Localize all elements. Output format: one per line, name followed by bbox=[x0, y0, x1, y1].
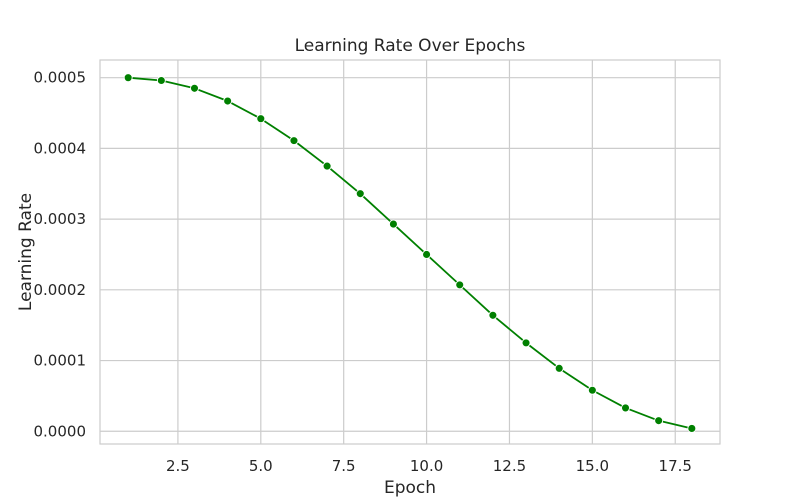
data-point bbox=[488, 310, 498, 320]
data-point bbox=[621, 403, 630, 413]
data-point bbox=[256, 114, 266, 124]
data-point bbox=[554, 363, 564, 373]
x-axis-tick-labels: 2.5 5.0 7.5 10.0 12.5 15.0 17.5 bbox=[166, 457, 692, 475]
data-point bbox=[123, 73, 133, 83]
series-layer bbox=[123, 73, 697, 433]
y-tick-label: 0.0002 bbox=[34, 281, 87, 299]
y-tick-label: 0.0005 bbox=[34, 69, 87, 87]
data-point bbox=[156, 76, 166, 85]
data-point bbox=[687, 423, 697, 433]
data-point bbox=[521, 338, 531, 348]
grid-lines bbox=[100, 60, 720, 444]
y-tick-label: 0.0004 bbox=[34, 139, 87, 157]
x-tick-label: 12.5 bbox=[493, 457, 526, 475]
x-tick-label: 5.0 bbox=[249, 457, 273, 475]
data-point bbox=[190, 83, 199, 93]
x-tick-label: 17.5 bbox=[659, 457, 692, 475]
y-axis-title: Learning Rate bbox=[16, 193, 36, 311]
data-point bbox=[322, 161, 332, 171]
data-point bbox=[388, 219, 398, 229]
data-point bbox=[455, 280, 465, 290]
data-point bbox=[289, 136, 299, 146]
data-point bbox=[355, 189, 365, 199]
x-tick-label: 7.5 bbox=[332, 457, 356, 475]
series-line-0 bbox=[127, 76, 693, 430]
y-axis-tick-labels: 0.0000 0.0001 0.0002 0.0003 0.0004 0.0005 bbox=[34, 69, 87, 441]
y-tick-label: 0.0001 bbox=[34, 352, 87, 370]
chart-title: Learning Rate Over Epochs bbox=[295, 36, 526, 56]
x-tick-label: 15.0 bbox=[576, 457, 609, 475]
data-point bbox=[223, 96, 233, 106]
x-axis-title: Epoch bbox=[384, 478, 436, 498]
x-tick-label: 2.5 bbox=[166, 457, 190, 475]
data-point bbox=[654, 416, 664, 426]
x-tick-label: 10.0 bbox=[410, 457, 443, 475]
y-tick-label: 0.0000 bbox=[34, 422, 87, 440]
data-point bbox=[422, 250, 432, 259]
y-tick-label: 0.0003 bbox=[34, 210, 87, 228]
data-point bbox=[587, 385, 597, 395]
plot-area-frame bbox=[99, 59, 721, 445]
